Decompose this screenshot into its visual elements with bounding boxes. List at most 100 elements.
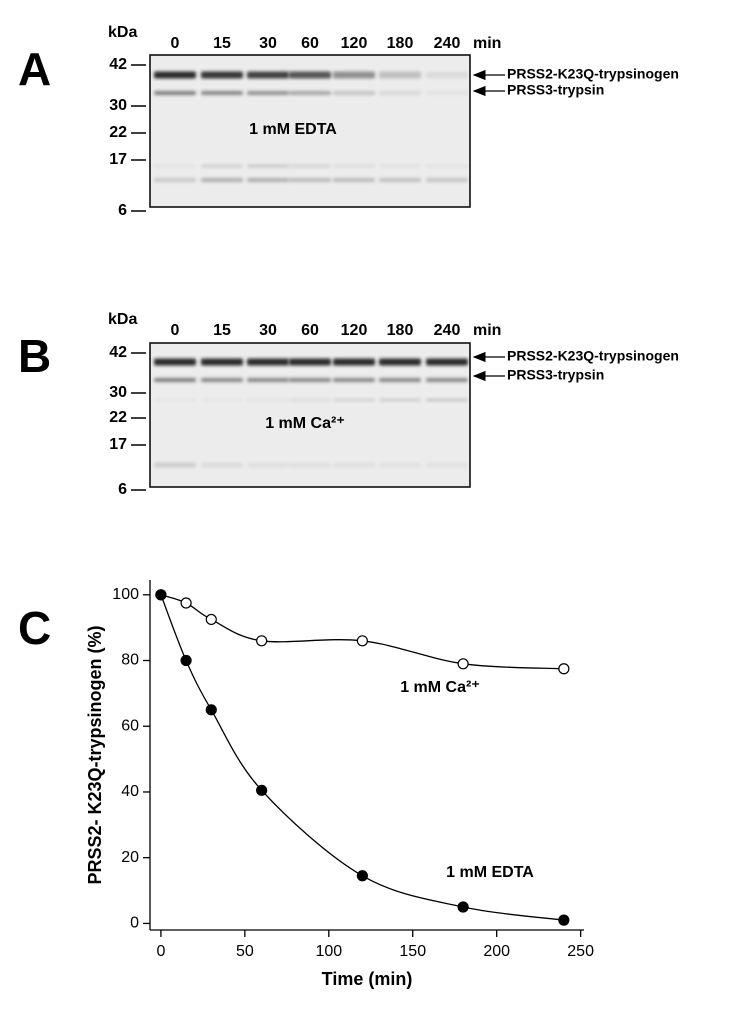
lane-label: 15: [213, 322, 231, 339]
gel-band: [333, 378, 375, 382]
panel-letter: C: [18, 602, 51, 654]
series-label: 1 mM EDTA: [446, 864, 534, 881]
gel-band: [154, 378, 196, 382]
gel-band: [154, 91, 196, 95]
unit-label: kDa: [108, 24, 137, 41]
band-label: PRSS2-K23Q-trypsinogen: [507, 348, 679, 364]
lane-label: 0: [171, 322, 180, 339]
gel-band: [426, 398, 468, 402]
marker-label: 17: [109, 436, 127, 453]
gel-band: [426, 358, 468, 366]
gel-band: [379, 71, 421, 79]
gel-band: [379, 378, 421, 382]
marker-label: 30: [109, 97, 127, 114]
lane-unit: min: [473, 35, 501, 52]
x-tick-label: 200: [483, 943, 510, 960]
gel-band: [379, 91, 421, 95]
condition-label: 1 mM Ca²⁺: [265, 415, 345, 432]
gel-band: [379, 178, 421, 182]
data-point: [457, 658, 469, 670]
series-label: 1 mM Ca²⁺: [400, 679, 480, 696]
gel-band: [154, 71, 196, 79]
gel-band: [201, 91, 243, 95]
lane-label: 60: [301, 322, 319, 339]
gel-band: [289, 378, 331, 382]
gel-band: [247, 378, 289, 382]
data-point: [356, 870, 368, 882]
band-label: PRSS3-trypsin: [507, 367, 604, 383]
x-tick-label: 250: [567, 943, 594, 960]
gel-band: [201, 71, 243, 79]
y-tick-label: 100: [112, 586, 139, 603]
gel-band: [201, 358, 243, 366]
gel-band: [426, 462, 468, 468]
gel-band: [333, 91, 375, 95]
gel-band: [247, 164, 289, 168]
x-tick-label: 0: [156, 943, 165, 960]
gel-band: [289, 91, 331, 95]
y-tick-label: 40: [121, 783, 139, 800]
gel-band: [379, 164, 421, 168]
lane-label: 180: [387, 35, 414, 52]
unit-label: kDa: [108, 311, 137, 328]
x-tick-label: 50: [236, 943, 254, 960]
gel-band: [289, 178, 331, 182]
y-axis-label: PRSS2- K23Q-trypsinogen (%): [85, 625, 105, 884]
data-point: [155, 589, 167, 601]
panel-letter: B: [18, 330, 51, 382]
y-tick-label: 20: [121, 849, 139, 866]
gel-band: [426, 91, 468, 95]
gel-band: [426, 178, 468, 182]
y-tick-label: 0: [130, 915, 139, 932]
gel-band: [201, 399, 243, 402]
gel-band: [379, 358, 421, 366]
marker-label: 6: [118, 202, 127, 219]
gel-band: [426, 164, 468, 168]
marker-label: 17: [109, 151, 127, 168]
gel-band: [247, 178, 289, 182]
gel-band: [201, 178, 243, 182]
band-label: PRSS2-K23Q-trypsinogen: [507, 66, 679, 82]
lane-label: 60: [301, 35, 319, 52]
gel-band: [289, 462, 331, 468]
gel-band: [333, 358, 375, 366]
data-point: [356, 635, 368, 647]
fit-curve: [160, 594, 564, 670]
y-tick-label: 80: [121, 652, 139, 669]
gel-band: [289, 164, 331, 168]
x-tick-label: 100: [315, 943, 342, 960]
lane-label: 30: [259, 322, 277, 339]
gel-band: [289, 71, 331, 79]
lane-label: 180: [387, 322, 414, 339]
panel-letter: A: [18, 43, 51, 95]
data-point: [180, 597, 192, 609]
lane-label: 240: [434, 35, 461, 52]
marker-label: 42: [109, 344, 127, 361]
gel-band: [333, 462, 375, 468]
gel-band: [154, 462, 196, 468]
lane-label: 240: [434, 322, 461, 339]
marker-label: 30: [109, 384, 127, 401]
y-tick-label: 60: [121, 717, 139, 734]
marker-label: 22: [109, 409, 127, 426]
lane-label: 120: [341, 35, 368, 52]
gel-band: [247, 358, 289, 366]
gel-band: [247, 71, 289, 79]
gel-band: [289, 398, 331, 402]
gel-band: [154, 399, 196, 402]
lane-label: 120: [341, 322, 368, 339]
gel-band: [333, 398, 375, 402]
marker-label: 6: [118, 481, 127, 498]
gel-band: [426, 71, 468, 79]
x-axis-label: Time (min): [322, 969, 413, 989]
band-label: PRSS3-trypsin: [507, 82, 604, 98]
gel-band: [154, 164, 196, 168]
gel-band: [333, 178, 375, 182]
marker-label: 22: [109, 124, 127, 141]
data-point: [205, 704, 217, 716]
gel-band: [201, 378, 243, 382]
data-point: [457, 901, 469, 913]
gel-band: [333, 71, 375, 79]
lane-unit: min: [473, 322, 501, 339]
gel-band: [426, 378, 468, 382]
